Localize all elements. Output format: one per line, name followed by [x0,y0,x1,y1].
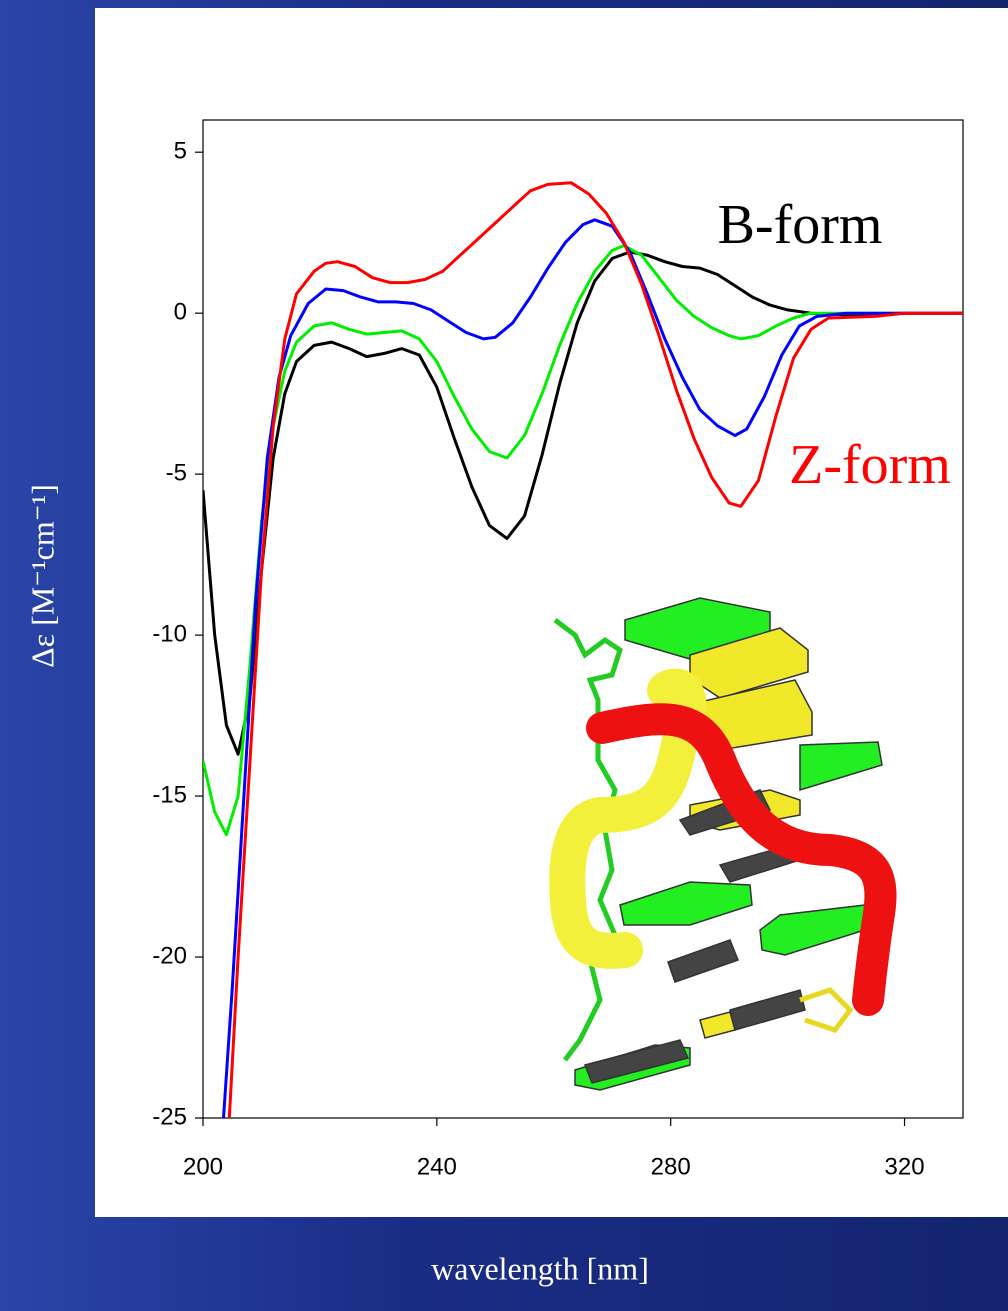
spectrum-line [227,181,963,1118]
spectrum-line [203,244,963,837]
molecule-illustration [549,597,897,1091]
x-tick-label: 320 [885,1153,925,1180]
y-tick-label: 5 [174,138,187,165]
y-axis-label: Δε [M⁻¹cm⁻¹] [24,484,60,668]
y-tick-label: -25 [152,1103,187,1130]
y-tick-label: -5 [166,459,187,486]
y-tick-label: -20 [152,942,187,969]
x-tick-label: 280 [651,1153,691,1180]
plot-frame [202,119,964,1119]
panel [95,8,1008,1217]
annotation: Z-form [789,434,951,496]
spectrum-line [222,218,963,1118]
spectrum-line [203,250,963,756]
annotation: B-form [718,194,883,256]
y-tick-label: -15 [152,781,187,808]
y-tick-label: 0 [174,299,187,326]
y-tick-label: -10 [152,620,187,647]
x-tick-label: 240 [417,1153,457,1180]
x-tick-label: 200 [183,1153,223,1180]
x-axis-label: wavelength [nm] [431,1250,649,1286]
